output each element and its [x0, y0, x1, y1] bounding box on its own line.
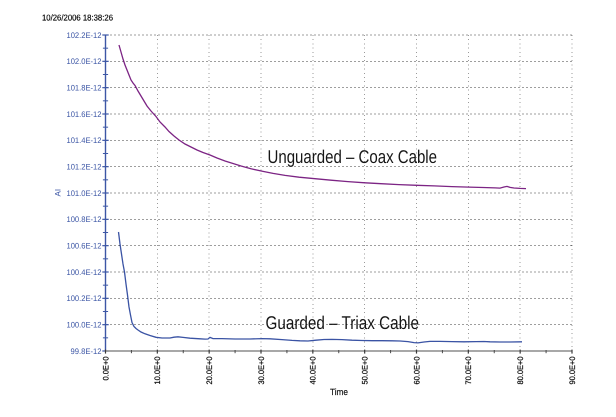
svg-text:80.0E+0: 80.0E+0 [516, 356, 525, 385]
svg-text:102.0E-12: 102.0E-12 [67, 57, 103, 66]
svg-text:100.6E-12: 100.6E-12 [67, 241, 103, 250]
svg-text:100.0E-12: 100.0E-12 [67, 320, 103, 329]
svg-text:99.8E-12: 99.8E-12 [71, 347, 103, 356]
svg-text:102.2E-12: 102.2E-12 [67, 31, 103, 40]
svg-text:Guarded – Triax Cable: Guarded – Triax Cable [266, 312, 420, 333]
svg-text:100.8E-12: 100.8E-12 [67, 215, 103, 224]
svg-text:Time: Time [330, 387, 348, 397]
svg-text:70.0E+0: 70.0E+0 [464, 356, 473, 385]
svg-text:0.0E+0: 0.0E+0 [101, 356, 110, 381]
svg-text:101.0E-12: 101.0E-12 [67, 189, 103, 198]
svg-text:90.0E+0: 90.0E+0 [568, 356, 577, 385]
svg-text:101.8E-12: 101.8E-12 [67, 83, 103, 92]
svg-text:60.0E+0: 60.0E+0 [412, 356, 421, 385]
svg-text:101.6E-12: 101.6E-12 [67, 110, 103, 119]
svg-text:Unguarded – Coax Cable: Unguarded – Coax Cable [268, 146, 438, 167]
svg-text:101.2E-12: 101.2E-12 [67, 162, 103, 171]
svg-text:100.4E-12: 100.4E-12 [67, 268, 103, 277]
svg-text:10.0E+0: 10.0E+0 [153, 356, 162, 385]
svg-text:50.0E+0: 50.0E+0 [360, 356, 369, 385]
svg-text:20.0E+0: 20.0E+0 [205, 356, 214, 385]
svg-text:10/26/2006 18:38:26: 10/26/2006 18:38:26 [42, 13, 113, 23]
svg-text:40.0E+0: 40.0E+0 [309, 356, 318, 385]
svg-text:100.2E-12: 100.2E-12 [67, 294, 103, 303]
svg-text:30.0E+0: 30.0E+0 [257, 356, 266, 385]
svg-text:101.4E-12: 101.4E-12 [67, 136, 103, 145]
svg-text:AI: AI [54, 189, 63, 197]
